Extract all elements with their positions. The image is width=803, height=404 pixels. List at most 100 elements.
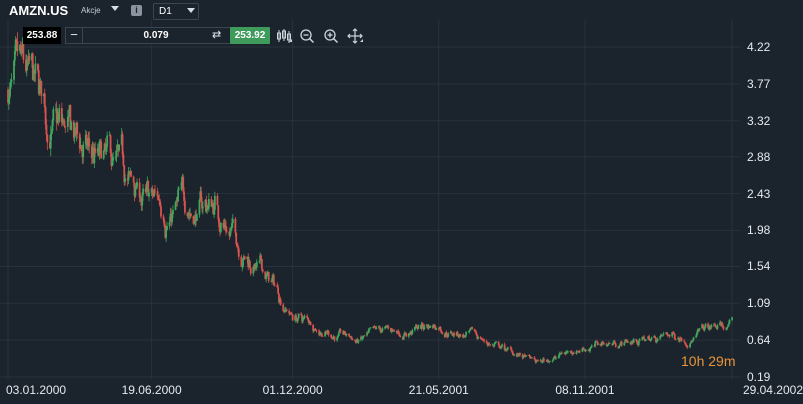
candle-body [578,351,581,353]
chart-type-icon[interactable] [276,28,292,44]
candle-body [160,206,162,217]
timeframe-chevron-down-icon [187,8,195,13]
candle-body [43,93,46,108]
candle-body [655,340,658,343]
candle-body [495,341,497,343]
candle-body [205,199,208,211]
candle-body [379,329,382,333]
candle-body [582,348,585,350]
candle-body [584,350,587,352]
candle-body [290,313,293,315]
symbol-dropdown-chevron-icon[interactable] [111,6,119,11]
candle-body [554,356,556,359]
candle-body [566,351,569,353]
candle-body [201,206,204,209]
candle-body [385,326,388,327]
candle-body [465,331,468,336]
candle-body [488,343,491,345]
candle-body [420,323,423,329]
candle-body [623,342,626,346]
candle-body [249,268,252,274]
candle-body [468,330,471,332]
candle-body [644,339,647,342]
candle-body [500,346,503,348]
candle-body [69,105,72,130]
x-tick-label: 29.04.2002 [742,383,803,397]
candle-body [702,324,704,327]
candle-body [178,189,180,191]
candle-body [357,339,360,343]
candle-body [70,121,73,130]
candle-body [605,344,608,346]
candle-body [319,333,321,336]
candle-body [121,134,124,155]
quantity-input[interactable]: 0.079 [143,30,169,41]
candle-body [590,345,593,347]
candle-body [348,333,350,336]
candle-body [654,336,656,338]
zoom-out-icon[interactable] [299,28,315,44]
candle-body [635,339,638,341]
candle-body [182,177,185,192]
candle-body [522,354,525,358]
candle-body [93,148,96,164]
candle-body [393,330,396,332]
candle-body [106,135,109,147]
candle-body [9,82,12,89]
candle-body [404,332,407,334]
buy-price-button[interactable]: 253.92 [230,27,270,44]
candle-body [714,323,716,326]
candle-body [559,353,562,355]
candle-body [158,199,161,202]
candle-body [118,144,121,151]
x-tick-label: 19.06.2000 [121,383,182,397]
candle-body [558,353,561,357]
candle-body [596,342,599,346]
candle-body [82,144,85,158]
candle-body [608,342,611,344]
quantity-stepper: − 0.079 ⇄ + [65,27,251,44]
info-icon[interactable]: i [131,5,142,16]
candle-body [114,157,117,158]
x-tick-label: 03.01.2000 [6,383,67,397]
candle-body [138,182,141,198]
candle-body [399,336,402,337]
swap-icon[interactable]: ⇄ [212,29,222,41]
decrease-quantity-button[interactable]: − [66,28,83,43]
candle-body [315,330,318,332]
candle-body [321,336,324,337]
candle-body [63,120,66,127]
candle-body [130,170,132,177]
sell-price-button[interactable]: 253.88 [23,27,61,44]
candle-body [46,134,49,143]
candle-body [168,222,171,226]
candle-body [276,284,279,288]
timeframe-select[interactable]: D1 [153,3,199,20]
zoom-in-icon[interactable] [323,28,339,44]
candle-body [552,358,555,361]
candle-body [725,327,728,330]
candle-body [122,154,125,166]
candle-body [273,284,276,286]
candle-body [417,324,420,329]
candle-body [581,348,584,352]
candle-body [331,337,333,339]
symbol-name[interactable]: AMZN.US [9,3,69,18]
candle-body [100,141,103,159]
move-icon[interactable] [347,28,363,44]
candle-body [252,266,255,274]
candle-body [13,51,16,61]
candle-body [339,329,342,332]
candle-body [229,231,232,236]
candle-body [7,98,10,103]
candle-body [528,355,531,357]
candle-body [547,359,550,363]
candle-body [543,358,545,361]
candle-body [695,335,697,338]
candle-body [112,157,115,161]
y-tick-label: 1.98 [747,223,771,238]
candle-body [241,266,244,268]
candle-body [350,336,353,339]
candle-body [20,50,23,54]
